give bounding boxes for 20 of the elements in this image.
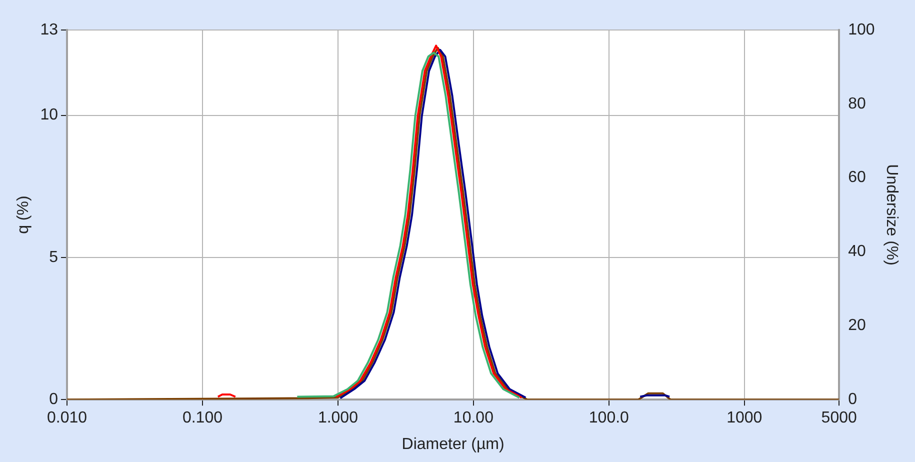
- x-tick-label: 0.010: [46, 410, 88, 427]
- x-tick-label: 100.0: [588, 410, 630, 427]
- y-tick-label: 5: [49, 248, 58, 266]
- y2-tick-label: 20: [848, 317, 866, 334]
- y-tick-label: 13: [40, 21, 58, 38]
- x-axis-title: Diameter (µm): [402, 436, 504, 453]
- x-tick-label: 0.100: [182, 410, 223, 427]
- y2-tick-label: 60: [848, 169, 866, 186]
- x-tick-label: 1.000: [318, 410, 358, 427]
- y2-tick-label: 100: [848, 21, 875, 38]
- x-tick-label: 5000: [821, 410, 858, 427]
- x-tick-label: 1000: [726, 410, 762, 427]
- y2-tick-label: 40: [848, 243, 866, 260]
- y-tick-label: 10: [40, 106, 58, 124]
- x-tick-label: 10.00: [453, 410, 494, 427]
- y-tick-label: 0: [49, 391, 58, 408]
- y2-tick-label: 80: [848, 95, 866, 112]
- y-axis-title: q (%): [15, 196, 32, 234]
- y2-tick-label: 0: [848, 391, 858, 408]
- y2-axis-title: Undersize (%): [882, 164, 900, 266]
